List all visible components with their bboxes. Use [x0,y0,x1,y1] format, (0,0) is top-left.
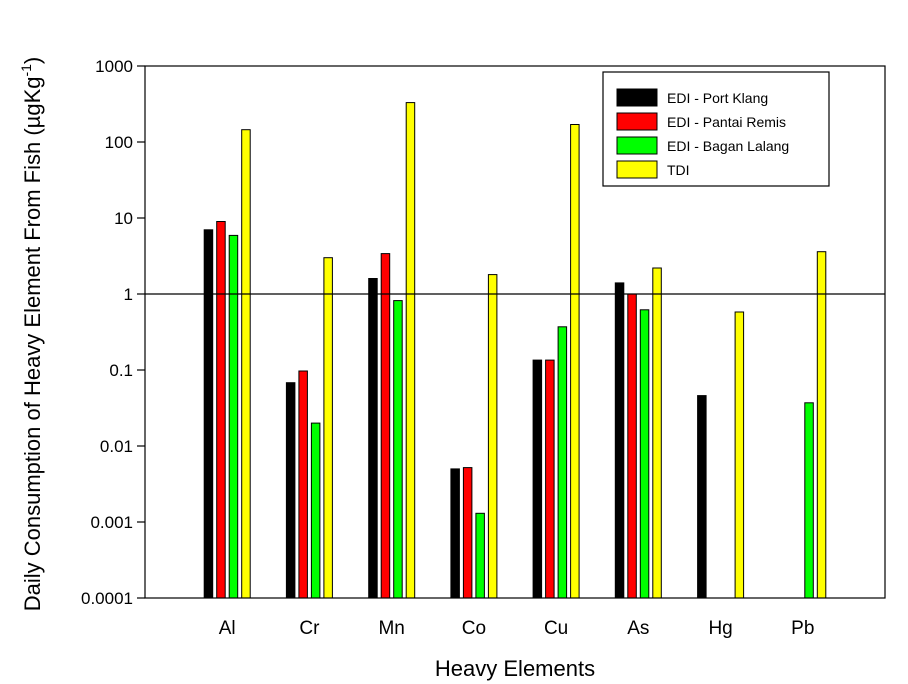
legend-label-1: EDI - Port Klang [667,90,768,106]
bar-cu-series-1 [532,359,543,599]
x-tick-label-pb: Pb [791,618,814,639]
bar-al-series-1 [203,229,214,599]
x-axis-title: Heavy Elements [435,656,595,681]
legend-label-2: EDI - Pantai Remis [667,114,786,130]
bars-layer [203,102,827,599]
bar-mn-series-2 [380,253,391,599]
y-axis-title-close: ) [20,57,45,64]
bar-co-series-4 [487,274,498,599]
bar-cu-series-2 [545,359,555,599]
bar-as-series-4 [652,267,662,599]
y-axis-title-superscript: -1 [18,64,34,77]
bar-cu-series-3 [557,326,568,599]
y-axis-title-main: Daily Consumption of Heavy Element From … [20,77,45,612]
x-tick-label-hg: Hg [708,618,732,639]
bar-cr-series-1 [285,382,296,599]
bar-co-series-2 [462,467,473,599]
bar-pb-series-4 [816,251,827,599]
legend-swatch-1 [616,88,658,107]
y-tick-label-5: 10 [114,209,133,228]
x-tick-label-co: Co [462,618,486,639]
bar-al-series-4 [241,129,251,599]
legend-swatch-2 [616,112,658,131]
bar-as-series-1 [614,282,625,599]
bar-co-series-3 [475,512,485,599]
bar-hg-series-4 [734,311,745,599]
x-tick-label-al: Al [219,618,236,639]
x-tick-label-cr: Cr [299,618,320,639]
y-tick-label-6: 100 [105,133,133,152]
y-axis-title: Daily Consumption of Heavy Element From … [18,57,45,612]
legend-swatch-4 [616,160,658,179]
y-tick-label-4: 1 [124,285,133,304]
legend: EDI - Port Klang EDI - Pantai Remis EDI - … [602,71,830,187]
bar-as-series-3 [639,309,650,599]
bar-al-series-2 [216,221,226,599]
y-tick-label-7: 1000 [95,57,133,76]
legend-label-4: TDI [667,162,690,178]
bar-mn-series-3 [393,300,403,599]
bar-hg-series-1 [697,395,707,599]
x-tick-label-cu: Cu [544,618,568,639]
bar-cu-series-4 [570,124,580,599]
x-tick-label-mn: Mn [378,618,404,639]
x-tick-label-as: As [627,618,649,639]
legend-swatch-3 [616,136,658,155]
y-tick-label-3: 0.1 [109,361,133,380]
bar-al-series-3 [228,234,239,599]
axes-layer: Al Cr Mn Co Cu As Hg Pb 0.0001 0.001 0.01 0.1 1 10 100… [81,57,886,639]
bar-cr-series-4 [323,257,333,599]
plot-frame [144,65,886,599]
bar-co-series-1 [450,468,460,599]
legend-label-3: EDI - Bagan Lalang [667,138,789,154]
bar-cr-series-2 [298,370,308,599]
y-tick-label-2: 0.01 [100,437,133,456]
bar-cr-series-3 [310,422,321,599]
y-tick-label-0: 0.0001 [81,589,133,608]
bar-mn-series-4 [405,102,416,599]
bar-as-series-2 [627,293,637,599]
bar-pb-series-3 [804,402,814,599]
bar-mn-series-1 [368,278,378,599]
y-tick-label-1: 0.001 [90,513,133,532]
